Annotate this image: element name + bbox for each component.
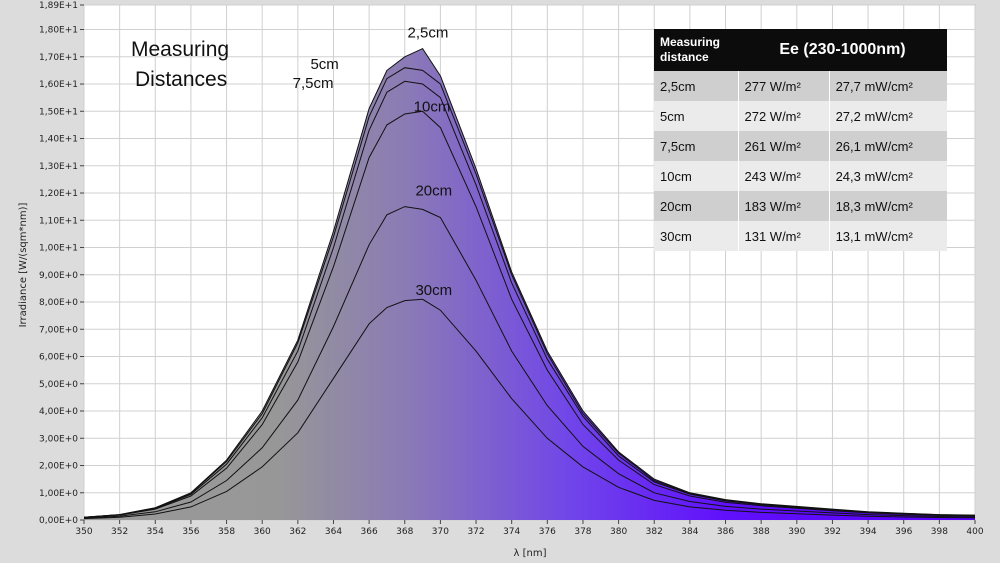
x-tick-label: 352: [111, 527, 128, 537]
cell-distance: 2,5cm: [654, 71, 739, 101]
curve-label: 10cm: [414, 98, 451, 115]
spectrum-fill-area: [84, 48, 975, 520]
x-tick-label: 392: [824, 527, 841, 537]
cell-mw-per-cm2: 24,3 mW/cm²: [829, 161, 947, 191]
x-tick-label: 368: [396, 527, 413, 537]
x-tick-label: 382: [646, 527, 663, 537]
table-row: 30cm 131 W/m² 13,1 mW/cm²: [654, 221, 947, 251]
table-row: 2,5cm 277 W/m² 27,7 mW/cm²: [654, 71, 947, 101]
x-tick-label: 388: [753, 527, 770, 537]
y-tick-label: 1,00E+0: [39, 489, 78, 499]
x-tick-label: 394: [859, 527, 876, 537]
cell-w-per-m2: 243 W/m²: [738, 161, 830, 191]
curve-label: 2,5cm: [407, 25, 448, 42]
x-tick-label: 356: [182, 527, 199, 537]
cell-w-per-m2: 131 W/m²: [738, 221, 830, 251]
y-tick-label: 1,50E+1: [39, 107, 78, 117]
cell-mw-per-cm2: 27,2 mW/cm²: [829, 101, 947, 131]
cell-distance: 30cm: [654, 221, 739, 251]
y-tick-label: 1,89E+1: [39, 1, 78, 11]
cell-mw-per-cm2: 26,1 mW/cm²: [829, 131, 947, 161]
cell-w-per-m2: 272 W/m²: [738, 101, 830, 131]
table-row: 7,5cm 261 W/m² 26,1 mW/cm²: [654, 131, 947, 161]
x-tick-label: 376: [539, 527, 556, 537]
x-tick-label: 398: [931, 527, 948, 537]
cell-distance: 7,5cm: [654, 131, 739, 161]
x-tick-label: 354: [147, 527, 164, 537]
table-row: 5cm 272 W/m² 27,2 mW/cm²: [654, 101, 947, 131]
cell-w-per-m2: 261 W/m²: [738, 131, 830, 161]
curve-label: 5cm: [310, 56, 338, 73]
y-tick-label: 9,00E+0: [39, 271, 78, 281]
x-tick-label: 390: [788, 527, 805, 537]
y-axis-label: Irradiance [W/(sqm*nm)]: [18, 203, 29, 328]
y-tick-label: 1,40E+1: [39, 135, 78, 145]
cell-w-per-m2: 183 W/m²: [738, 191, 830, 221]
cell-mw-per-cm2: 27,7 mW/cm²: [829, 71, 947, 101]
x-tick-label: 370: [432, 527, 449, 537]
x-tick-label: 374: [503, 527, 520, 537]
x-tick-label: 378: [574, 527, 591, 537]
x-tick-label: 350: [75, 527, 92, 537]
y-tick-label: 4,00E+0: [39, 407, 78, 417]
cell-w-per-m2: 277 W/m²: [738, 71, 830, 101]
x-tick-label: 384: [681, 527, 698, 537]
x-tick-label: 396: [895, 527, 912, 537]
series-line-5: [83, 298, 976, 520]
table-row: 20cm 183 W/m² 18,3 mW/cm²: [654, 191, 947, 221]
table-row: 10cm 243 W/m² 24,3 mW/cm²: [654, 161, 947, 191]
curve-label: 20cm: [415, 183, 452, 200]
overlay-title-line2: Distances: [135, 68, 227, 91]
x-axis-label: λ [nm]: [514, 548, 547, 559]
y-tick-label: 5,00E+0: [39, 380, 78, 390]
curve-labels: 2,5cm 5cm 7,5cm 10cm 20cm 30cm: [293, 25, 453, 300]
y-axis-ticks: 0,00E+0 1,00E+0 2,00E+0 3,00E+0 4,00E+0 5,00E…: [39, 1, 84, 526]
cell-distance: 20cm: [654, 191, 739, 221]
y-tick-label: 1,30E+1: [39, 162, 78, 172]
header-measuring-distance: Measuring distance: [654, 29, 738, 71]
y-tick-label: 1,60E+1: [39, 80, 78, 90]
y-tick-label: 7,00E+0: [39, 325, 78, 335]
y-tick-label: 1,10E+1: [39, 216, 78, 226]
header-ee-range: Ee (230-1000nm): [738, 29, 947, 71]
x-tick-label: 358: [218, 527, 235, 537]
y-tick-label: 3,00E+0: [39, 434, 78, 444]
curve-label: 30cm: [415, 282, 452, 299]
y-tick-label: 8,00E+0: [39, 298, 78, 308]
x-tick-label: 386: [717, 527, 734, 537]
x-axis-ticks: 350 352 354 356 358 360 362 364 366 368 370 372 374 3…: [75, 520, 984, 537]
cell-distance: 5cm: [654, 101, 739, 131]
x-tick-label: 364: [325, 527, 342, 537]
series-line-3: [83, 110, 976, 518]
y-tick-label: 6,00E+0: [39, 353, 78, 363]
series-line-2: [83, 80, 976, 518]
x-tick-label: 400: [966, 527, 983, 537]
irradiance-summary-table: Measuring distance Ee (230-1000nm) 2,5cm…: [654, 29, 947, 251]
y-tick-label: 1,20E+1: [39, 189, 78, 199]
cell-mw-per-cm2: 18,3 mW/cm²: [829, 191, 947, 221]
y-tick-label: 1,00E+1: [39, 244, 78, 254]
y-tick-label: 1,70E+1: [39, 53, 78, 63]
series-line-4: [83, 206, 976, 519]
y-tick-label: 1,80E+1: [39, 26, 78, 36]
curve-label: 7,5cm: [293, 75, 334, 92]
table-header-row: Measuring distance Ee (230-1000nm): [654, 29, 947, 71]
x-tick-label: 360: [254, 527, 271, 537]
cell-distance: 10cm: [654, 161, 739, 191]
cell-mw-per-cm2: 13,1 mW/cm²: [829, 221, 947, 251]
x-tick-label: 366: [361, 527, 378, 537]
y-tick-label: 0,00E+0: [39, 516, 78, 526]
y-tick-label: 2,00E+0: [39, 462, 78, 472]
x-tick-label: 362: [289, 527, 306, 537]
x-tick-label: 380: [610, 527, 627, 537]
x-tick-label: 372: [467, 527, 484, 537]
overlay-title-line1: Measuring: [131, 38, 229, 61]
series-lines: [83, 47, 976, 520]
